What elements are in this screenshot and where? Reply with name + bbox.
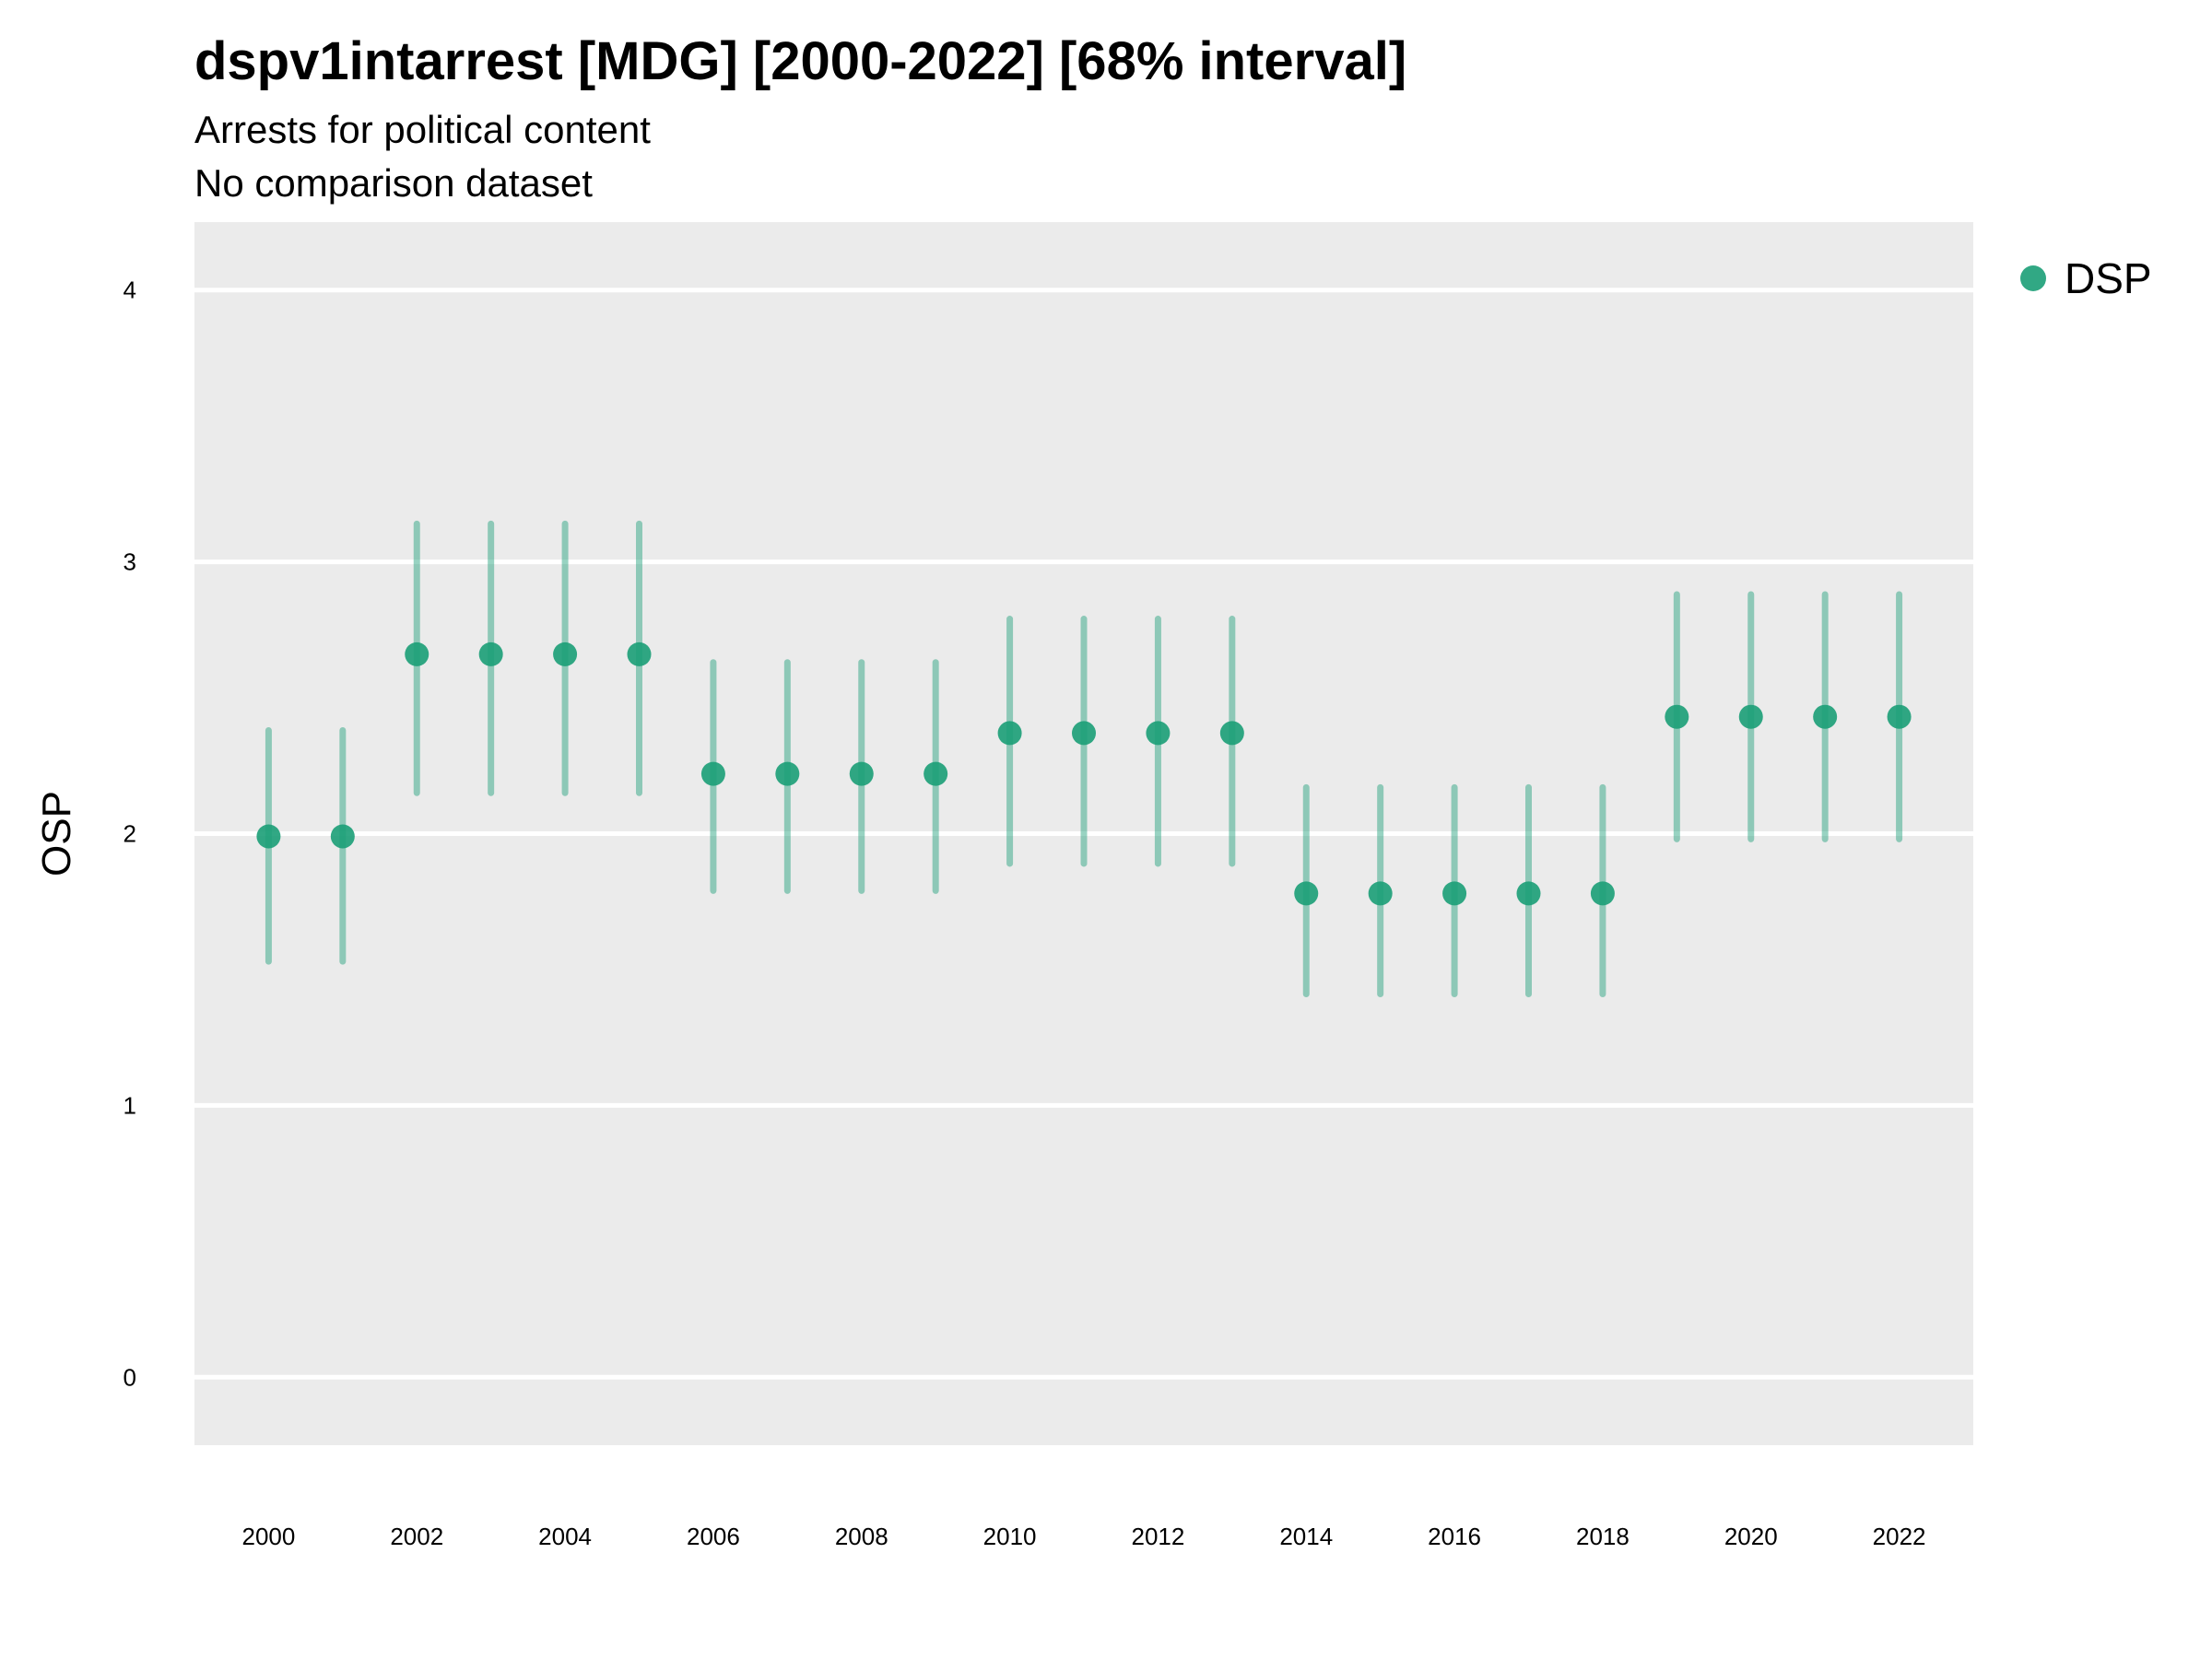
data-point-2003 — [478, 641, 503, 666]
data-point-2022 — [1887, 704, 1912, 729]
data-point-2011 — [1072, 721, 1096, 746]
data-point-2020 — [1738, 704, 1763, 729]
chart-title: dspv1intarrest [MDG] [2000-2022] [68% in… — [194, 31, 1407, 91]
data-point-2019 — [1665, 704, 1689, 729]
y-tick-label: 1 — [124, 1091, 136, 1119]
data-point-2018 — [1590, 881, 1615, 906]
chart-subtitle: Arrests for political content — [194, 108, 651, 151]
data-points — [256, 641, 1912, 906]
x-axis-ticks: 2000 2002 2004 2006 2008 2010 2012 2014 2016 2018… — [241, 1523, 1925, 1550]
x-tick-label: 2020 — [1724, 1523, 1778, 1550]
legend-label-dsp: DSP — [2065, 254, 2152, 302]
data-point-2012 — [1146, 721, 1171, 746]
legend: DSP — [2020, 254, 2152, 302]
data-point-2010 — [997, 721, 1022, 746]
x-tick-label: 2022 — [1873, 1523, 1926, 1550]
data-point-2015 — [1368, 881, 1393, 906]
data-point-2014 — [1294, 881, 1319, 906]
chart-subtitle-comparison: No comparison dataset — [194, 161, 593, 205]
data-point-2007 — [775, 761, 800, 786]
x-tick-label: 2004 — [538, 1523, 592, 1550]
data-point-2013 — [1219, 721, 1244, 746]
data-point-2005 — [627, 641, 652, 666]
y-tick-label: 4 — [124, 276, 136, 304]
data-point-2009 — [924, 761, 948, 786]
y-tick-label: 2 — [124, 820, 136, 848]
legend-key-dsp — [2020, 265, 2046, 291]
y-axis-ticks: 0 1 2 3 4 — [124, 276, 136, 1392]
x-tick-label: 2010 — [983, 1523, 1037, 1550]
x-tick-label: 2014 — [1279, 1523, 1333, 1550]
y-axis-title: OSP — [34, 791, 79, 877]
gridlines — [194, 288, 1973, 1380]
data-point-2016 — [1442, 881, 1467, 906]
data-point-2017 — [1516, 881, 1541, 906]
y-tick-label: 3 — [124, 548, 136, 576]
data-point-2000 — [256, 824, 281, 849]
data-point-2021 — [1813, 704, 1838, 729]
x-tick-label: 2018 — [1576, 1523, 1630, 1550]
data-point-2001 — [330, 824, 355, 849]
x-tick-label: 2006 — [687, 1523, 740, 1550]
x-tick-label: 2016 — [1428, 1523, 1481, 1550]
x-tick-label: 2002 — [390, 1523, 443, 1550]
data-point-2006 — [700, 761, 725, 786]
data-point-2002 — [405, 641, 429, 666]
x-tick-label: 2012 — [1131, 1523, 1184, 1550]
x-tick-label: 2008 — [835, 1523, 888, 1550]
data-point-2004 — [553, 641, 578, 666]
data-point-2008 — [849, 761, 874, 786]
x-tick-label: 2000 — [241, 1523, 295, 1550]
y-tick-label: 0 — [124, 1363, 136, 1391]
